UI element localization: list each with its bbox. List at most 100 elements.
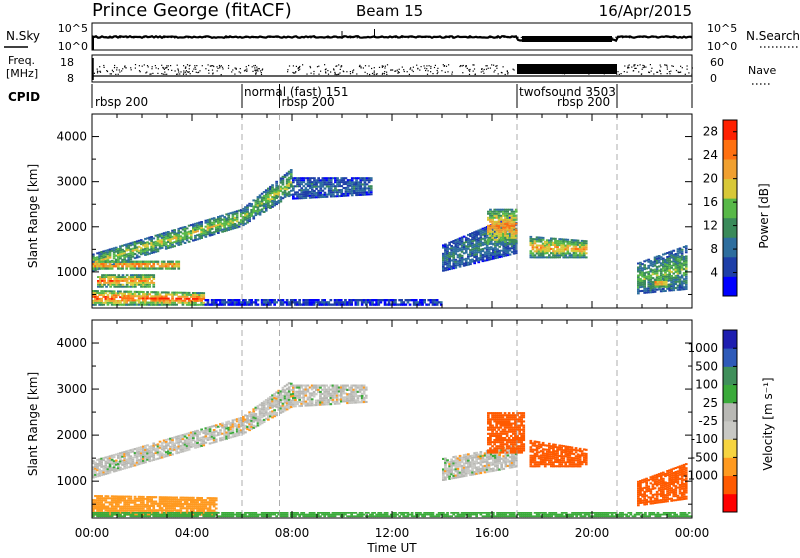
freq-dot (437, 73, 438, 74)
power-cell (125, 267, 128, 269)
power-cell (455, 267, 458, 269)
freq-dot (176, 74, 177, 75)
freq-dot (311, 73, 312, 74)
power-cell (665, 285, 668, 287)
freq-dot (94, 73, 95, 74)
freq-dot (353, 69, 354, 70)
power-cell (159, 293, 162, 295)
power-cell (436, 304, 439, 306)
vel-cell (305, 401, 308, 403)
freq-dot (514, 69, 515, 70)
power-cell (685, 276, 688, 278)
power-cell (548, 254, 551, 256)
power-cell (282, 184, 285, 186)
power-cell (359, 186, 362, 188)
freq-dot (114, 67, 115, 68)
power-cell (685, 262, 688, 264)
freq-dot (170, 65, 171, 66)
power-cell (105, 292, 108, 294)
power-cell (672, 250, 675, 252)
freq-dot (448, 64, 449, 65)
power-frame (92, 114, 692, 308)
power-cell (504, 231, 507, 233)
power-cell (290, 184, 293, 186)
power-cell (196, 230, 199, 232)
power-cell (227, 215, 230, 217)
vel-cell (100, 462, 103, 464)
vel-cell (363, 399, 366, 401)
colorbar-swatch (723, 257, 737, 277)
freq-dot (350, 71, 351, 72)
power-cell (202, 296, 205, 298)
power-cell (200, 300, 203, 302)
power-cell (200, 221, 203, 223)
freq-dot (682, 67, 683, 68)
power-cell (298, 301, 301, 303)
power-cell (583, 250, 586, 252)
station-title: Prince George (fitACF) (92, 0, 292, 21)
power-cell (513, 225, 516, 227)
power-cell (340, 185, 343, 187)
colorbar-tick-label: 4 (710, 266, 718, 280)
power-cell (303, 181, 306, 183)
vel-cell (307, 389, 310, 391)
vel-cell (315, 393, 318, 395)
freq-dot (261, 74, 262, 75)
freq-dot (483, 73, 484, 74)
freq-dot (306, 74, 307, 75)
vel-cell (313, 395, 316, 397)
freq-dot (252, 66, 253, 67)
power-cell (504, 241, 507, 243)
freq-dot (324, 64, 325, 65)
power-cell (665, 279, 668, 281)
freq-dot (496, 65, 497, 66)
vel-cell (171, 439, 174, 441)
power-cell (681, 253, 684, 255)
freq-dot (253, 65, 254, 66)
freq-dot (335, 74, 336, 75)
power-cell (542, 237, 545, 239)
freq-dot (144, 64, 145, 65)
vel-cell (311, 400, 314, 402)
freq-dot (474, 68, 475, 69)
power-cell (338, 183, 341, 185)
power-cell (236, 212, 239, 214)
freq-dot (202, 65, 203, 66)
vel-cell (294, 405, 297, 407)
freq-dot (130, 67, 131, 68)
freq-dot (624, 65, 625, 66)
power-cell (415, 299, 418, 301)
noise-right-tick-bottom: 10^0 (707, 40, 737, 53)
vel-cell (363, 393, 366, 395)
vel-cell (309, 396, 312, 398)
colorbar-tick-label: 20 (703, 172, 718, 186)
freq-tick-top: 18 (60, 56, 74, 69)
vel-cell (209, 428, 212, 430)
power-cell (100, 298, 103, 300)
freq-dot (451, 74, 452, 75)
freq-dot (687, 65, 688, 66)
power-cell (536, 246, 539, 248)
power-cell (186, 296, 189, 298)
power-cell (656, 272, 659, 274)
power-cell (567, 239, 570, 241)
freq-dot (219, 65, 220, 66)
freq-label-2: [MHz] (6, 67, 38, 80)
power-cell (502, 239, 505, 241)
freq-dot (447, 71, 448, 72)
freq-dot (636, 68, 637, 69)
colorbar-swatch (723, 179, 737, 199)
freq-dot (183, 65, 184, 66)
freq-dot (235, 67, 236, 68)
power-cell (180, 243, 183, 245)
power-cell (211, 228, 214, 230)
freq-dot (634, 68, 635, 69)
power-cell (217, 232, 220, 234)
power-cell (685, 286, 688, 288)
power-cell (148, 286, 151, 288)
power-cell (542, 255, 545, 257)
freq-dot (407, 71, 408, 72)
power-cell (252, 218, 255, 220)
freq-dot (110, 73, 111, 74)
